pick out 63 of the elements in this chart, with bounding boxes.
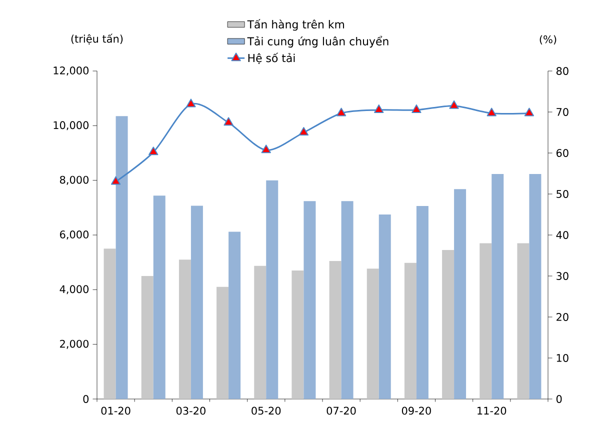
- y-tick-label: 6,000: [60, 230, 89, 240]
- bar: [529, 174, 542, 399]
- legend-label: Hệ số tải: [248, 52, 295, 64]
- y2-tick-label: 20: [556, 313, 568, 321]
- y2-tick-label: 80: [556, 67, 568, 75]
- y2-tick-label: 10: [556, 354, 568, 362]
- bar: [329, 260, 342, 399]
- y2-axis-title: (%): [540, 35, 556, 45]
- point: [449, 100, 459, 109]
- x-tick-label: 07-20: [326, 406, 356, 415]
- bar: [480, 243, 492, 399]
- y2-tick-label: 40: [556, 231, 568, 239]
- bar: [228, 232, 241, 399]
- point: [486, 108, 496, 116]
- bar: [404, 262, 416, 399]
- x-tick-label: 11-20: [478, 406, 506, 415]
- bar: [153, 196, 166, 399]
- x-tick-label: 05-20: [252, 406, 281, 415]
- y-tick-label: 0: [83, 395, 89, 403]
- bar: [492, 174, 504, 399]
- y2-tick-label: 60: [556, 149, 568, 157]
- y2-tick-label: 50: [556, 190, 568, 198]
- y2-tick-label: 30: [556, 272, 568, 280]
- bar: [254, 266, 266, 399]
- bar: [517, 243, 530, 399]
- bar: [190, 206, 203, 399]
- bar: [292, 270, 304, 399]
- point: [224, 117, 234, 126]
- bar: [454, 189, 466, 399]
- bar: [416, 206, 428, 399]
- bar: [116, 116, 128, 399]
- point: [336, 108, 346, 116]
- point: [298, 127, 309, 136]
- bar: [304, 201, 316, 399]
- point: [110, 176, 121, 185]
- point: [148, 146, 158, 156]
- bar: [266, 180, 278, 399]
- bar: [378, 214, 391, 399]
- bar: [141, 276, 154, 399]
- x-tick-label: 03-20: [176, 406, 206, 415]
- x-tick-label: 09-20: [402, 406, 431, 415]
- point: [524, 108, 534, 116]
- bar: [366, 268, 379, 399]
- point: [186, 98, 196, 108]
- y-axis-title: (triệu tấn): [71, 34, 123, 45]
- y-tick-label: 2,000: [60, 340, 89, 349]
- legend-label: Tải cung ứng luân chuyển: [247, 36, 388, 48]
- bar: [442, 250, 454, 399]
- bar: [341, 201, 354, 399]
- y-tick-label: 4,000: [60, 285, 89, 294]
- y-tick-label: 12,000: [54, 66, 89, 76]
- bar: [216, 286, 229, 399]
- y-tick-label: 10,000: [54, 121, 89, 130]
- x-tick-label: 01-20: [101, 406, 130, 415]
- bar: [178, 260, 191, 399]
- y2-tick-label: 70: [556, 108, 568, 116]
- legend-label: Tấn hàng trên km: [247, 19, 344, 31]
- point: [261, 144, 271, 154]
- bar: [104, 248, 116, 399]
- point: [374, 104, 384, 113]
- y-tick-label: 8,000: [60, 176, 89, 185]
- point: [412, 104, 422, 113]
- y2-tick-label: 0: [556, 395, 562, 403]
